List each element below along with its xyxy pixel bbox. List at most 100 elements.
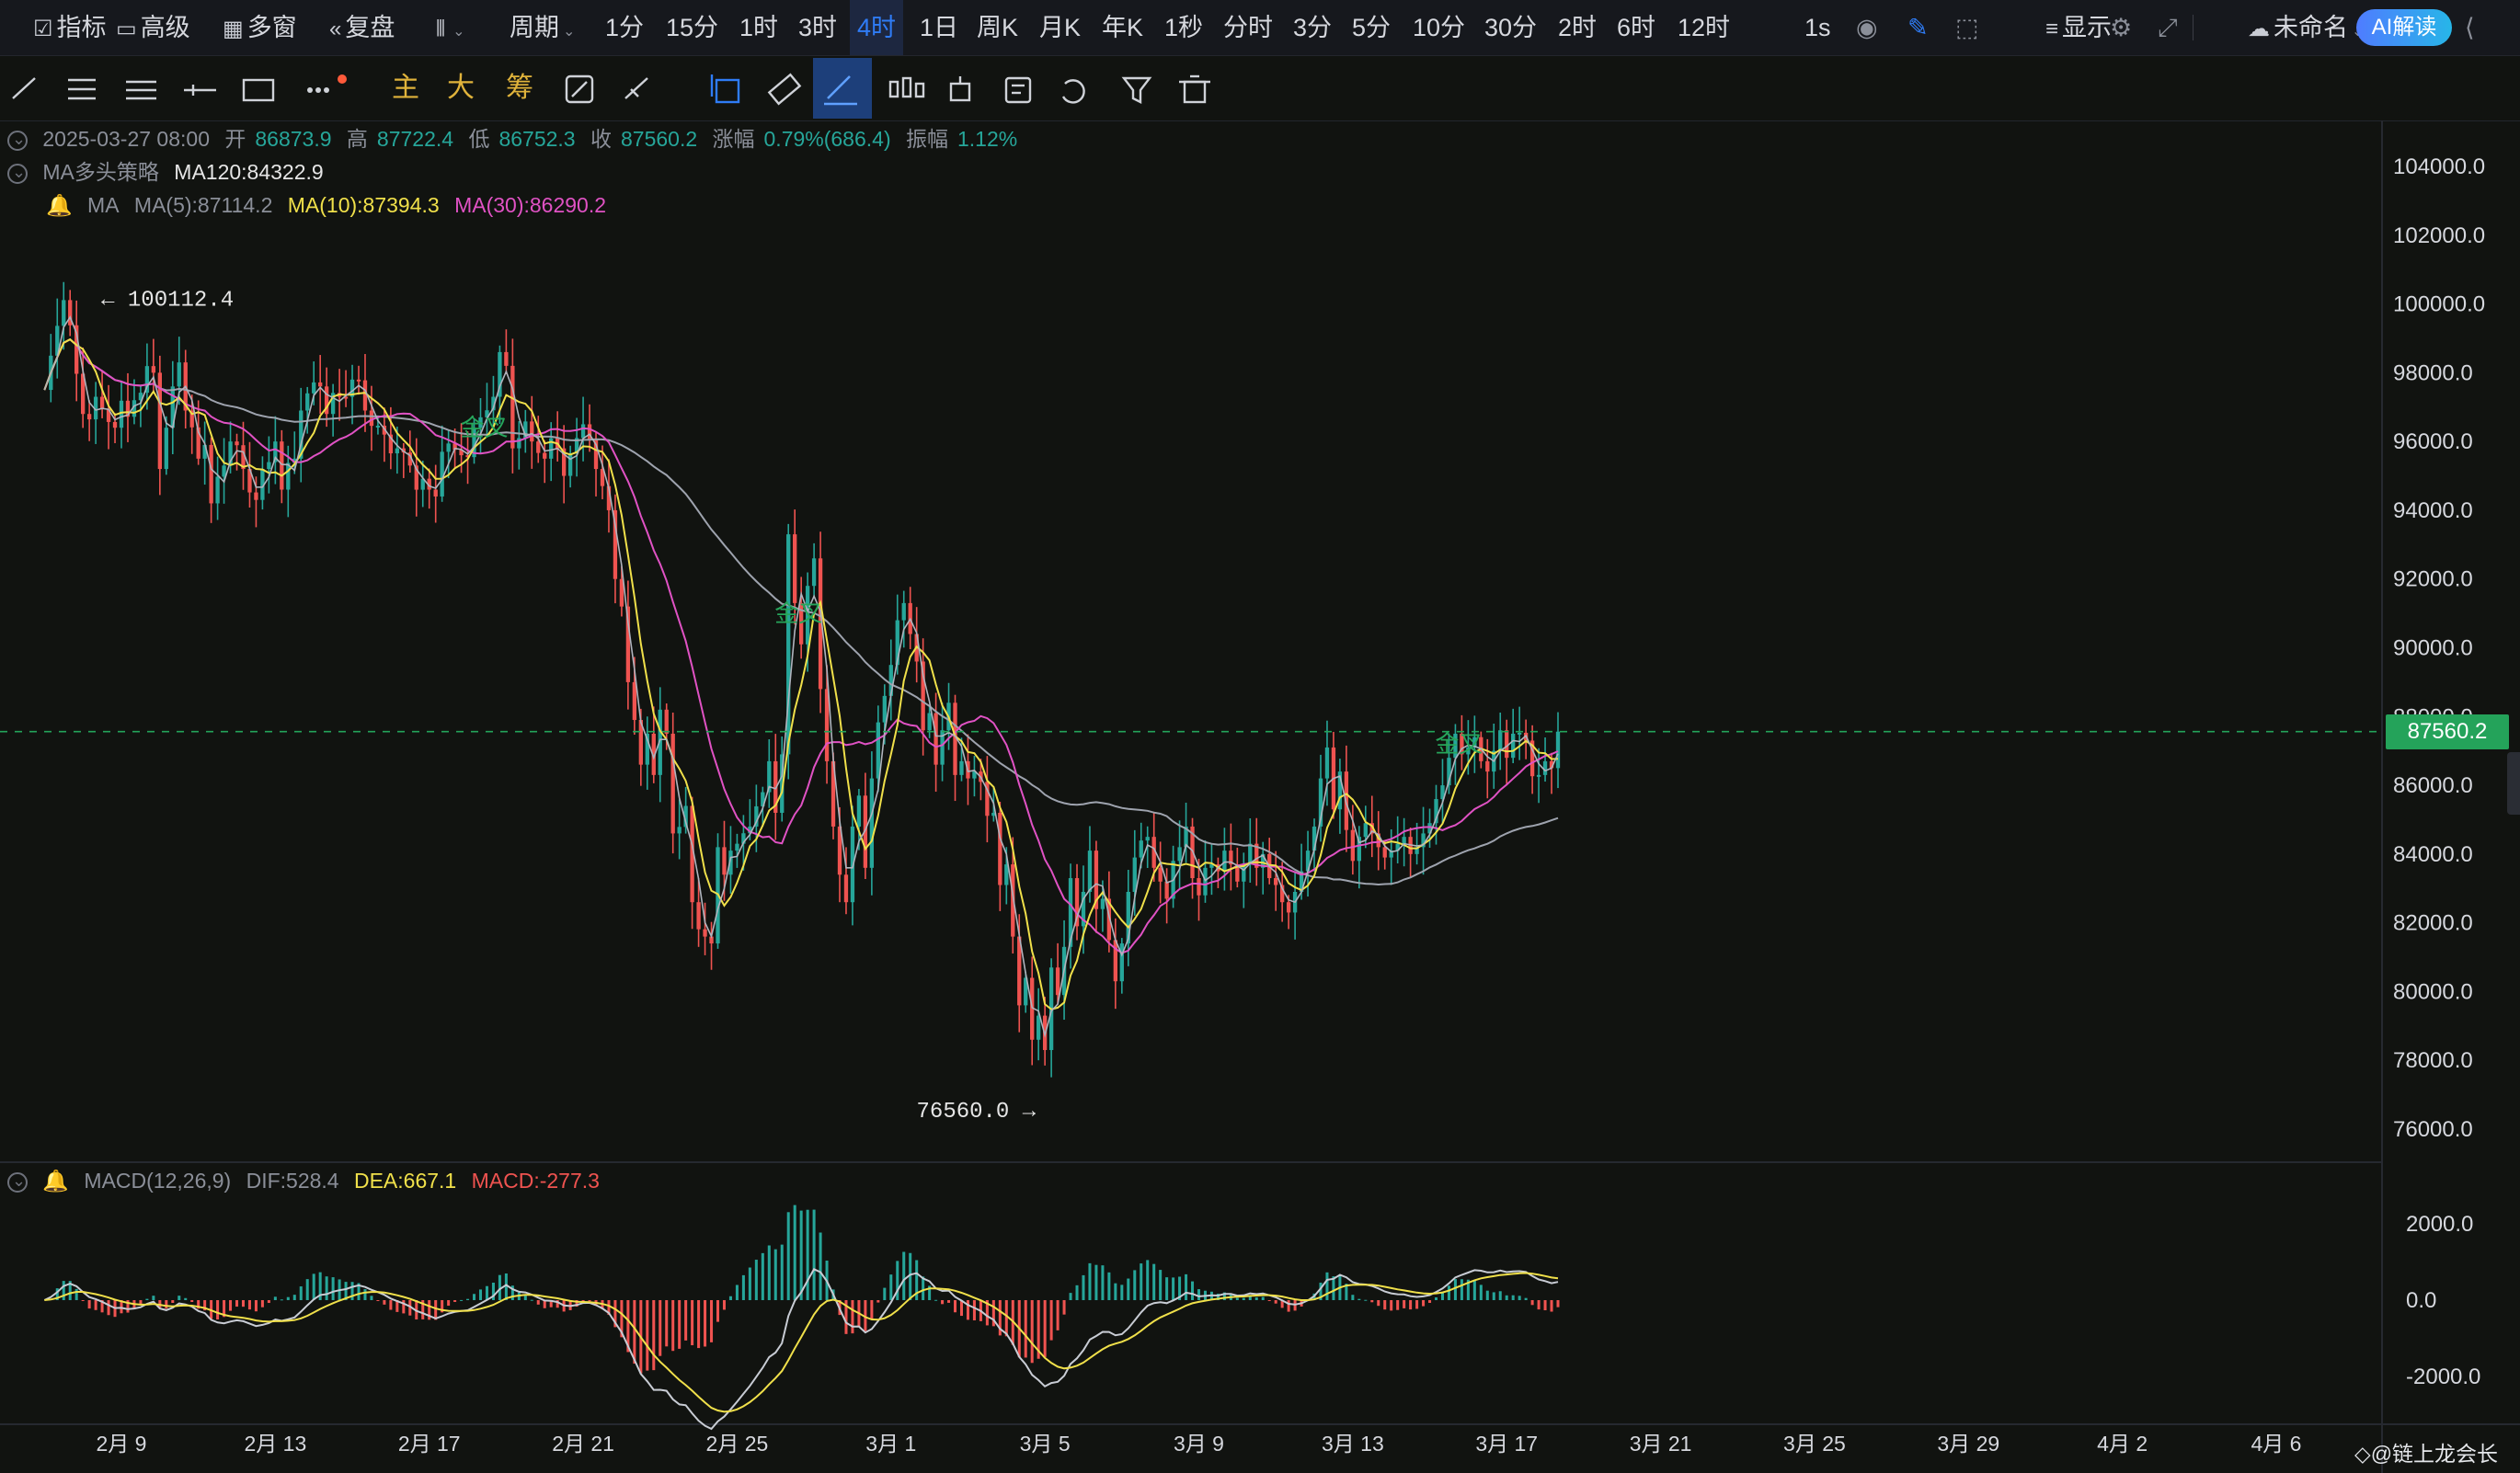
topbar-item-30分[interactable]: 30分	[1484, 14, 1538, 41]
camera-icon[interactable]: ◉	[1856, 14, 1878, 41]
collapse-toggle-icon[interactable]	[7, 1166, 28, 1195]
panel-expand-handle[interactable]	[2507, 752, 2520, 815]
bell-icon[interactable]: 🔔	[46, 193, 73, 217]
candle-body	[619, 578, 624, 607]
topbar-item-3分[interactable]: 3分	[1293, 14, 1333, 41]
horizontal-lines-icon[interactable]	[126, 80, 156, 100]
candle-body	[606, 485, 612, 510]
note-icon[interactable]	[1004, 76, 1032, 104]
topbar-item-2时[interactable]: 2时	[1558, 14, 1598, 41]
candle-body	[664, 709, 669, 734]
candle-body	[1197, 878, 1201, 896]
topbar-item-年K[interactable]: 年K	[1102, 14, 1144, 41]
main-chart-button[interactable]: 主	[392, 73, 419, 103]
topbar-item-月K[interactable]: 月K	[1039, 14, 1082, 41]
topbar-item-4时[interactable]: 4时	[850, 0, 904, 55]
macd-histogram-bar	[1460, 1279, 1463, 1300]
macd-histogram-bar	[1505, 1295, 1508, 1300]
price-axis-tick: 80000.0	[2393, 979, 2473, 1004]
candle-body	[132, 400, 137, 417]
candle-body	[93, 396, 98, 420]
horizontal-line-icon[interactable]	[184, 85, 216, 96]
topbar-item-复盘[interactable]: «复盘	[329, 14, 395, 41]
macd-histogram-bar	[460, 1299, 464, 1301]
topbar-item-高级[interactable]: ▭ 高级	[116, 14, 190, 41]
topbar-item-10分[interactable]: 10分	[1413, 14, 1466, 41]
macd-histogram-bar	[331, 1277, 335, 1300]
topbar-item-1日[interactable]: 1日	[920, 14, 959, 41]
topbar-item-显示[interactable]: ≡ 显示	[2045, 14, 2113, 41]
topbar-item-指标[interactable]: ☑ 指标	[33, 14, 107, 41]
topbar-item-3时[interactable]: 3时	[798, 14, 838, 41]
candle-body	[1427, 823, 1432, 834]
filter-icon[interactable]	[1121, 76, 1152, 104]
magnet-icon[interactable]	[565, 74, 594, 104]
ai-analysis-button[interactable]: AI解读	[2356, 9, 2452, 46]
candle-body	[645, 733, 649, 765]
candle-body	[530, 421, 534, 442]
macd-histogram-bar	[915, 1260, 919, 1300]
trash-icon[interactable]	[1179, 74, 1210, 104]
ruler-icon[interactable]	[767, 73, 802, 106]
parallel-lines-icon[interactable]	[68, 78, 96, 100]
candle-body	[863, 795, 868, 868]
eraser-tool-icon[interactable]	[624, 77, 648, 99]
big-chart-button[interactable]: 大	[447, 73, 475, 103]
topbar-item-多窗[interactable]: ▦ 多窗	[223, 14, 297, 41]
macd-histogram-bar	[357, 1283, 361, 1300]
candle-body	[805, 586, 810, 645]
candle-body	[1145, 837, 1150, 841]
topbar-item-1秒[interactable]: 1秒	[1164, 14, 1204, 41]
macd-histogram-bar	[1222, 1292, 1226, 1300]
macd-histogram-bar	[748, 1267, 751, 1300]
candle-body	[414, 465, 418, 490]
rectangle-tool-icon[interactable]	[242, 78, 275, 102]
share-icon[interactable]: ⟨	[2465, 14, 2475, 41]
topbar-item-1s[interactable]: 1s	[1804, 14, 1831, 41]
trend-line-icon[interactable]	[12, 77, 36, 99]
pen-edit-icon[interactable]: ✎	[1907, 14, 1929, 41]
topbar-item-15分[interactable]: 15分	[666, 14, 719, 41]
topbar-item-周K[interactable]: 周K	[977, 14, 1019, 41]
topbar-item-12时[interactable]: 12时	[1678, 14, 1731, 41]
layers-icon[interactable]	[710, 74, 740, 104]
sync-icon[interactable]	[1061, 79, 1085, 104]
bell-icon[interactable]: 🔔	[42, 1169, 70, 1193]
candle-compare-icon[interactable]	[888, 76, 925, 98]
macd-histogram-bar	[1485, 1290, 1489, 1300]
topbar-item-未命名[interactable]: ☁未命名⌄	[2240, 0, 2371, 55]
topbar-item-chart-type-icon[interactable]: ⫴ ⌄	[429, 0, 473, 55]
collapse-toggle-icon[interactable]	[7, 124, 28, 154]
candlestick-chart[interactable]: 104000.0 102000.0 100000.0 98000.0 96000.0 94…	[0, 120, 2520, 1473]
candle-body	[722, 847, 727, 875]
macd-histogram-bar	[1409, 1300, 1413, 1310]
lock-icon[interactable]	[949, 76, 971, 102]
pen-tool-active[interactable]	[813, 58, 872, 119]
topbar-item-1分[interactable]: 1分	[605, 14, 645, 41]
macd-histogram-bar	[799, 1210, 803, 1300]
collapse-toggle-icon[interactable]	[7, 157, 28, 187]
settings-icon[interactable]: ⚙	[2110, 14, 2133, 41]
fullscreen-box-icon[interactable]: ⬚	[1955, 14, 1979, 41]
topbar-item-5分[interactable]: 5分	[1352, 14, 1392, 41]
macd-histogram-bar	[165, 1300, 168, 1309]
candle-body	[1376, 833, 1380, 848]
more-tools-icon[interactable]	[307, 87, 329, 93]
candle-body	[1395, 843, 1400, 851]
expand-icon[interactable]: ⤢	[2158, 14, 2178, 41]
time-axis-tick: 3月 9	[1174, 1432, 1224, 1456]
topbar-item-1时[interactable]: 1时	[739, 14, 779, 41]
macd-histogram-bar	[247, 1300, 251, 1310]
macd-histogram-bar	[646, 1300, 649, 1371]
macd-histogram-bar	[678, 1300, 682, 1349]
chip-distribution-button[interactable]: 筹	[506, 73, 533, 103]
macd-histogram-bar	[197, 1300, 200, 1309]
macd-histogram-bar	[434, 1300, 438, 1320]
topbar-item-周期[interactable]: 周期 ⌄	[510, 14, 576, 41]
topbar-item-分时[interactable]: 分时	[1223, 14, 1273, 41]
macd-histogram-bar	[1140, 1263, 1143, 1300]
time-axis-tick: 2月 13	[244, 1432, 306, 1456]
topbar-item-6时[interactable]: 6时	[1617, 14, 1656, 41]
candle-body	[86, 414, 92, 420]
